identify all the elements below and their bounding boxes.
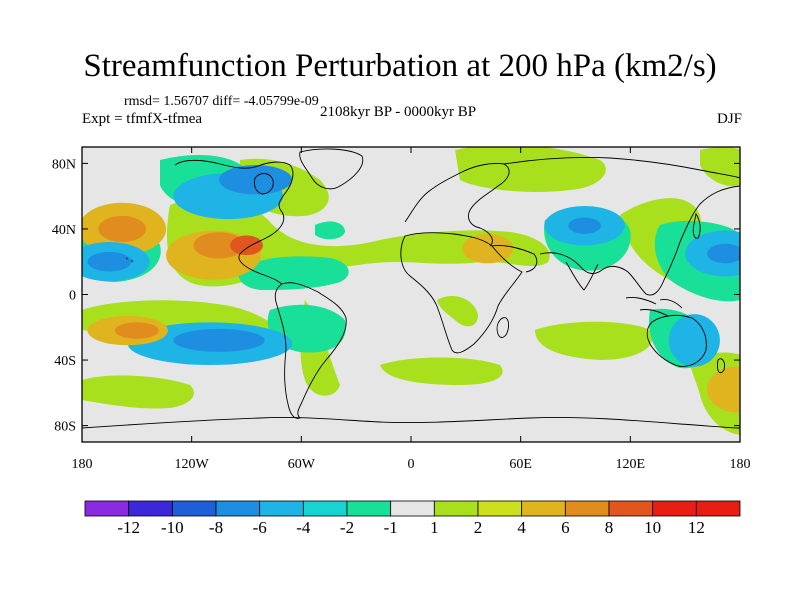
colorbar-box-9 [433,500,479,517]
colorbar-box-3 [171,500,217,517]
colorbar-label-2: -10 [161,518,184,537]
positive-band-africa [437,295,478,327]
japan-coast [692,212,701,239]
colorbar-box-15 [695,500,741,517]
south-america-coast [274,282,347,419]
colorbar-box-13 [608,500,654,517]
europe-coast [404,163,510,247]
greenland-coast [299,148,364,190]
colorbar-box-4 [215,500,261,517]
contour-blob-11 [173,328,265,352]
y-tick-label-2: 40N [52,223,76,238]
colorbar: -12 -10 -8 -6 -4 -2 -1 1 2 4 6 8 10 12 [84,500,741,537]
colorbar-box-5 [259,500,304,517]
y-tick-label-1: 80N [52,157,76,172]
chart-subtitle: rmsd= 1.56707 diff= -4.05799e-09 [124,94,319,109]
colorbar-label-8: 1 [430,518,439,537]
africa-coast [400,232,523,354]
x-tick-label-1: 180 [72,457,93,472]
contour-blob-13 [114,322,159,339]
x-tick-label-2: 120W [175,457,210,472]
colorbar-box-7 [346,500,392,517]
x-tick-label-6: 120E [616,457,646,472]
positive-band-indian-ocean [535,321,653,360]
positive-band-north [455,147,606,192]
colorbar-box-10 [477,500,523,517]
period-label: 2108kyr BP - 0000kyr BP [320,104,477,120]
y-tick-label-3: 0 [69,289,76,304]
colorbar-box-1 [84,500,130,517]
colorbar-box-12 [564,500,610,517]
colorbar-box-11 [521,500,566,517]
negative-band-mexico [315,221,345,240]
colorbar-box-2 [128,500,173,517]
positive-band-southern-ocean [82,375,194,409]
season-label: DJF [716,111,742,127]
positive-band-southern-indian [380,357,503,385]
coastlines [82,148,740,429]
colorbar-label-9: 2 [474,518,483,537]
colorbar-box-6 [302,500,348,517]
colorbar-label-1: -12 [117,518,140,537]
colorbar-label-3: -8 [209,518,223,537]
y-tick-label-5: 80S [54,420,76,435]
colorbar-label-10: 4 [517,518,526,537]
x-tick-label-4: 0 [408,457,415,472]
madagascar-coast [496,317,509,338]
contour-blob-7 [230,235,263,256]
y-tick-label-4: 40S [54,354,76,369]
x-tick-label-3: 60W [288,457,316,472]
antarctica-coast [82,417,740,429]
contour-blobs [82,165,740,413]
experiment-label: Expt = tfmfX-tfmea [82,111,203,127]
colorbar-box-8 [390,500,435,517]
colorbar-label-6: -2 [340,518,354,537]
x-tick-label-5: 60E [509,457,532,472]
contour-blob-4 [87,251,132,272]
india-coast [565,261,599,291]
colorbar-label-13: 10 [644,518,661,537]
colorbar-label-7: -1 [384,518,398,537]
colorbar-label-11: 6 [561,518,570,537]
colorbar-label-12: 8 [605,518,614,537]
colorbar-box-14 [652,500,697,517]
asia-coast [503,157,740,296]
indonesia-coast [625,297,683,317]
colorbar-label-14: 12 [688,518,705,537]
positive-band-north-pacific [700,147,740,187]
hudson-bay-coast [253,173,274,195]
hawaii-coast [125,257,134,263]
contour-blob-14 [462,233,514,264]
new-zealand-coast [717,358,725,374]
colorbar-label-5: -4 [296,518,311,537]
map-axes: 180 120W 60W 0 60E 120E 180 80N 40N 0 40S 80S [52,146,751,472]
colorbar-label-4: -6 [253,518,267,537]
contour-blob-16 [568,217,602,234]
contour-blob-20 [707,366,740,413]
chart-title: Streamfunction Perturbation at 200 hPa (… [83,48,717,84]
contour-blob-9 [219,165,293,195]
north-america-coast [174,159,294,285]
contour-blob-2 [98,215,146,243]
arabia-coast [491,245,538,273]
contour-blob-18 [707,243,740,264]
australia-coast [646,314,707,367]
x-tick-label-7: 180 [730,457,751,472]
contour-blob-6 [193,232,245,259]
contour-blob-19 [668,314,720,367]
negative-band-central-atlantic [238,256,349,290]
